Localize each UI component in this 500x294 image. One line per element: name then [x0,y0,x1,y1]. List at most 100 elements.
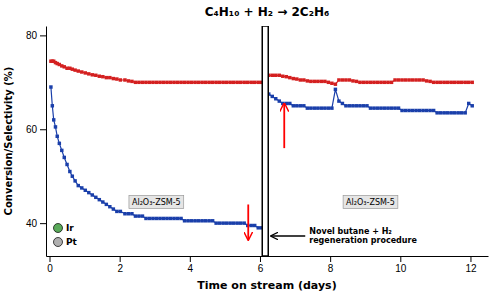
series-marker [148,217,151,220]
series-marker [98,74,101,77]
series-marker [197,219,200,222]
series-marker [162,81,165,84]
series-marker [77,184,80,187]
series-marker [299,78,302,81]
series-marker [87,191,90,194]
series-marker [94,74,97,77]
series-marker [60,149,63,152]
x-axis-line [47,256,489,257]
series-marker [130,212,133,215]
series-marker [204,81,207,84]
series-marker [73,68,76,71]
series-marker [162,217,165,220]
series-marker [54,125,57,128]
series-marker [221,221,224,224]
series-marker [404,78,407,81]
divider [262,26,268,256]
x-tick-label: 2 [117,263,123,274]
series-marker [425,79,428,82]
series-marker [369,106,372,109]
series-marker [463,111,466,114]
series-marker [463,81,466,84]
key-swatch [54,224,63,233]
series-marker [123,78,126,81]
series-marker [55,135,58,138]
series-marker [80,186,83,189]
series-marker [197,81,200,84]
series-marker [176,81,179,84]
series-marker [108,76,111,79]
series-marker [288,102,291,105]
x-tick: 6 [258,256,264,274]
series-marker [52,118,55,121]
x-tick: 8 [328,256,334,274]
series-marker [91,73,94,76]
y-axis-title: Conversion/Selectivity (%) [3,67,14,216]
series-marker [193,219,196,222]
series-marker [73,179,76,182]
series-marker [383,81,386,84]
series-marker [295,104,298,107]
series [267,74,474,86]
series-marker [115,77,118,80]
series-marker [98,198,101,201]
series-marker [376,81,379,84]
series-marker [165,217,168,220]
series-line [269,75,472,84]
series-marker [376,106,379,109]
series-marker [281,74,284,77]
series-marker [232,221,235,224]
series [267,88,474,115]
x-tick-label: 4 [188,263,194,274]
series-marker [320,80,323,83]
series-marker [362,104,365,107]
series-marker [390,106,393,109]
series-marker [58,142,61,145]
series-marker [221,81,224,84]
series-marker [119,210,122,213]
x-tick-label: 6 [258,263,264,274]
series-marker [225,221,228,224]
series-marker [320,106,323,109]
series-marker [249,81,252,84]
series-marker [176,217,179,220]
series-marker [141,214,144,217]
series-marker [460,111,463,114]
series-marker [84,189,87,192]
series-marker [218,81,221,84]
y-tick: 60 [26,124,46,135]
x-tick-mark [400,256,401,262]
series-marker [302,104,305,107]
series-marker [119,78,122,81]
series-marker [418,109,421,112]
series-marker [323,106,326,109]
series-marker [313,106,316,109]
y-tick-mark [40,35,46,36]
series-marker [84,71,87,74]
series-marker [372,81,375,84]
series-marker [393,106,396,109]
series-marker [435,111,438,114]
series-marker [183,219,186,222]
series-marker [470,81,473,84]
series-marker [372,106,375,109]
x-tick: 12 [465,256,477,274]
series-marker [365,81,368,84]
series-marker [418,78,421,81]
series-marker [299,104,302,107]
series-marker [330,82,333,85]
series-marker [151,81,154,84]
series-marker [467,102,470,105]
series-marker [151,217,154,220]
series-marker [414,78,417,81]
series-marker [411,109,414,112]
series-marker [235,221,238,224]
y-tick: 80 [26,30,46,41]
series-marker [130,80,133,83]
series-marker [65,163,68,166]
series-marker [190,81,193,84]
series-marker [144,217,147,220]
series-marker [274,97,277,100]
series-marker [330,106,333,109]
series-marker [313,80,316,83]
